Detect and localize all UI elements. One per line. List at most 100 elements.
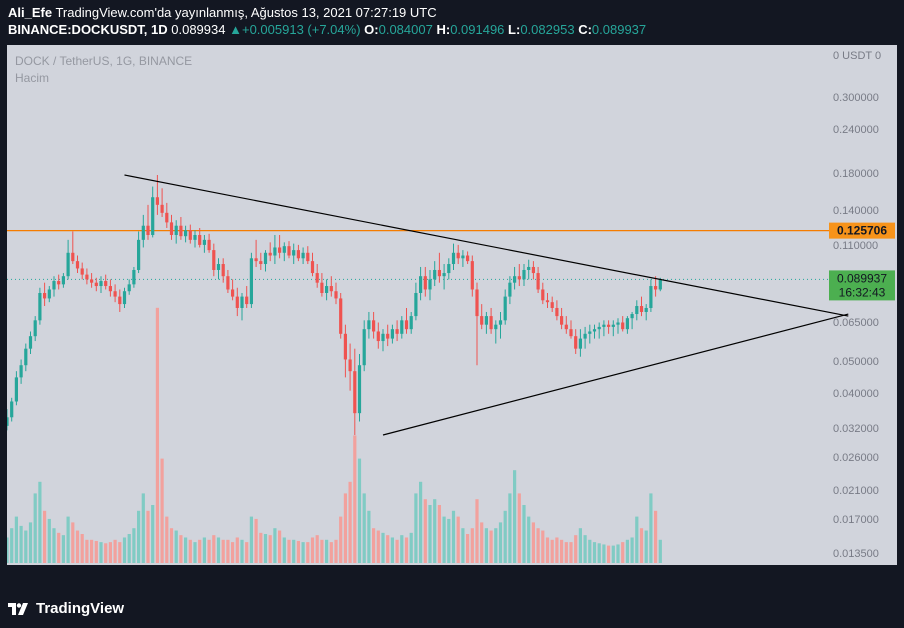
candle-body bbox=[639, 306, 644, 312]
candle-body bbox=[169, 222, 174, 235]
candle-body bbox=[306, 252, 310, 262]
ohlc-line: BINANCE:DOCKUSDT, 1D 0.089934 ▲+0.005913… bbox=[8, 22, 646, 37]
candle-body bbox=[184, 230, 188, 237]
volume-bar bbox=[545, 537, 550, 563]
volume-bar bbox=[212, 535, 216, 563]
volume-bar bbox=[357, 458, 362, 563]
countdown-timer: 16:32:43 bbox=[839, 285, 886, 299]
volume-bar bbox=[480, 522, 484, 563]
volume-bar bbox=[372, 528, 376, 563]
candle-body bbox=[334, 291, 338, 299]
volume-bar bbox=[433, 499, 437, 563]
candle-body bbox=[212, 250, 216, 270]
candle-body bbox=[296, 250, 300, 259]
chart-area[interactable]: DOCK / TetherUS, 1G, BINANCE Hacim 0 USD… bbox=[7, 45, 897, 565]
candle-body bbox=[104, 281, 108, 287]
volume-bar bbox=[611, 545, 615, 563]
candle-body bbox=[310, 261, 315, 274]
volume-bar bbox=[508, 493, 512, 563]
volume-bar bbox=[414, 493, 418, 563]
candle-body bbox=[372, 320, 376, 332]
candle-body bbox=[193, 234, 197, 240]
candle-body bbox=[71, 252, 75, 262]
volume-bar bbox=[259, 532, 263, 563]
volume-bar bbox=[306, 542, 310, 563]
candle-body bbox=[616, 322, 620, 325]
volume-bar bbox=[400, 535, 404, 563]
candle-body bbox=[174, 225, 178, 235]
candle-body bbox=[470, 261, 474, 290]
candle-body bbox=[517, 276, 521, 280]
candle-body bbox=[414, 292, 418, 317]
open-value: 0.084007 bbox=[378, 22, 433, 37]
volume-bar bbox=[301, 542, 305, 563]
volume-bar bbox=[447, 518, 451, 563]
candle-body bbox=[273, 247, 277, 256]
candle-body bbox=[151, 197, 155, 235]
candle-body bbox=[508, 282, 512, 297]
volume-bar bbox=[282, 537, 286, 563]
author-name: Ali_Efe bbox=[8, 5, 53, 20]
volume-bar bbox=[574, 535, 578, 563]
candle-body bbox=[588, 331, 592, 334]
candle-body bbox=[66, 252, 70, 277]
candle-body bbox=[564, 324, 568, 330]
volume-bar bbox=[85, 539, 89, 563]
volume-bar bbox=[61, 535, 65, 563]
candle-body bbox=[10, 401, 14, 418]
volume-bar bbox=[52, 528, 56, 563]
volume-bar bbox=[423, 499, 427, 563]
volume-bar bbox=[296, 540, 300, 563]
tradingview-logo[interactable]: TradingView bbox=[8, 600, 124, 617]
high-value: 0.091496 bbox=[450, 22, 505, 37]
candle-body bbox=[536, 273, 540, 290]
y-axis-tick: 0.017000 bbox=[833, 514, 879, 526]
candle-body bbox=[329, 286, 333, 292]
candle-body bbox=[362, 329, 366, 366]
candle-body bbox=[28, 336, 33, 349]
chart-legend-title: DOCK / TetherUS, 1G, BINANCE bbox=[15, 54, 192, 68]
volume-bar bbox=[649, 493, 653, 563]
close-label: C: bbox=[578, 22, 592, 37]
candle-body bbox=[343, 333, 347, 360]
volume-bar bbox=[602, 544, 606, 563]
volume-bar bbox=[202, 537, 206, 563]
candle-body bbox=[315, 273, 319, 283]
candle-body bbox=[207, 239, 211, 251]
volume-bar bbox=[24, 530, 28, 563]
volume-bar bbox=[503, 510, 507, 563]
volume-bar bbox=[475, 499, 479, 563]
current-price-text: 0.089937 bbox=[837, 271, 887, 285]
last-price: 0.089934 bbox=[171, 22, 226, 37]
volume-bar bbox=[339, 516, 343, 563]
volume-bar bbox=[315, 535, 319, 563]
volume-bar bbox=[348, 481, 352, 563]
change-up-icon: ▲ bbox=[229, 22, 242, 37]
publish-info: Ali_Efe TradingView.com'da yayınlanmış, … bbox=[8, 5, 437, 20]
low-label: L: bbox=[508, 22, 521, 37]
candle-body bbox=[531, 266, 535, 274]
candle-body bbox=[541, 289, 545, 301]
volume-bar bbox=[635, 516, 639, 563]
candle-body bbox=[602, 324, 606, 327]
candle-body bbox=[390, 329, 394, 339]
volume-bar bbox=[334, 539, 338, 563]
volume-bar bbox=[169, 528, 174, 563]
open-label: O: bbox=[364, 22, 379, 37]
candle-body bbox=[466, 255, 470, 262]
volume-bar bbox=[28, 522, 33, 563]
low-value: 0.082953 bbox=[520, 22, 575, 37]
volume-bar bbox=[245, 542, 249, 563]
volume-bar bbox=[329, 542, 333, 563]
volume-bar bbox=[235, 537, 239, 563]
y-axis-tick: 0.300000 bbox=[833, 92, 879, 104]
candle-body bbox=[348, 359, 352, 372]
candle-body bbox=[419, 276, 423, 293]
trendline-lower bbox=[382, 313, 849, 436]
price-chart[interactable]: DOCK / TetherUS, 1G, BINANCE Hacim 0 USD… bbox=[7, 45, 897, 565]
change-value: +0.005913 (+7.04%) bbox=[241, 22, 361, 37]
volume-bar bbox=[19, 525, 23, 563]
candle-body bbox=[245, 296, 249, 305]
candle-body bbox=[259, 261, 263, 265]
volume-bar bbox=[353, 435, 357, 563]
